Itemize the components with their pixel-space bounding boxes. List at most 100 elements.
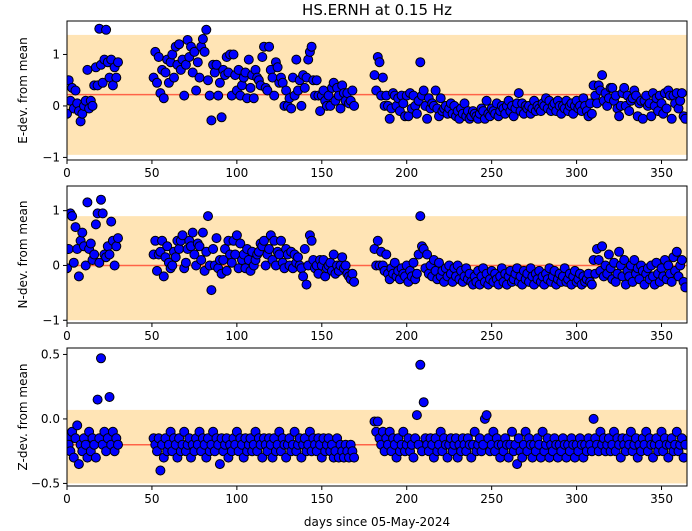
n-data-point bbox=[306, 235, 317, 246]
z-data-point bbox=[678, 452, 687, 463]
z-data-point bbox=[68, 452, 79, 463]
n-data-point bbox=[94, 257, 105, 268]
n-data-point bbox=[68, 257, 79, 268]
n-data-point bbox=[196, 255, 207, 265]
e-data-point bbox=[216, 112, 227, 123]
n-data-point bbox=[260, 260, 271, 271]
n-data-point bbox=[434, 257, 444, 268]
z-data-point bbox=[507, 426, 517, 437]
n-data-point bbox=[106, 216, 117, 227]
e-x-tick-label: 150 bbox=[310, 166, 333, 180]
z-data-point bbox=[481, 410, 492, 421]
z-data-point bbox=[296, 452, 307, 463]
e-data-point bbox=[262, 85, 273, 96]
n-data-point bbox=[77, 227, 88, 238]
n-data-point bbox=[85, 238, 96, 249]
n-data-point bbox=[671, 246, 682, 257]
z-data-point bbox=[72, 420, 83, 431]
n-data-point bbox=[349, 276, 360, 287]
n-data-point bbox=[97, 208, 108, 219]
z-y-tick-label: 0.5 bbox=[41, 347, 60, 361]
e-data-point bbox=[269, 90, 280, 101]
e-data-point bbox=[179, 90, 190, 101]
n-x-tick-label: 0 bbox=[63, 329, 71, 343]
z-data-point bbox=[512, 459, 523, 470]
e-data-point bbox=[315, 106, 326, 117]
e-data-point bbox=[481, 95, 492, 106]
e-x-tick-label: 250 bbox=[480, 166, 503, 180]
e-data-point bbox=[158, 93, 169, 104]
n-data-point bbox=[158, 271, 169, 282]
z-data-point bbox=[537, 426, 548, 437]
n-data-point bbox=[328, 249, 339, 260]
n-x-tick-label: 50 bbox=[144, 329, 159, 343]
e-data-point bbox=[430, 85, 441, 96]
e-x-tick-label: 200 bbox=[395, 166, 418, 180]
e-data-point bbox=[160, 67, 171, 78]
n-data-point bbox=[221, 265, 232, 276]
z-data-point bbox=[289, 426, 300, 437]
z-data-point bbox=[625, 426, 636, 437]
e-data-point bbox=[70, 85, 81, 96]
n-data-point bbox=[276, 235, 286, 246]
z-data-point bbox=[663, 452, 674, 463]
n-data-point bbox=[226, 257, 237, 268]
e-data-point bbox=[191, 85, 202, 96]
z-data-point bbox=[418, 397, 429, 408]
e-data-point bbox=[299, 82, 310, 93]
e-data-point bbox=[101, 24, 112, 35]
n-data-point bbox=[189, 249, 200, 260]
n-data-point bbox=[619, 255, 630, 265]
n-data-point bbox=[174, 244, 185, 254]
e-data-point bbox=[435, 93, 446, 104]
e-points bbox=[67, 23, 687, 127]
z-data-point bbox=[442, 452, 453, 463]
z-x-tick-label: 150 bbox=[310, 492, 333, 506]
n-data-point bbox=[415, 211, 426, 222]
e-data-point bbox=[201, 24, 212, 35]
n-data-point bbox=[597, 241, 608, 252]
e-x-tick-label: 300 bbox=[565, 166, 588, 180]
z-data-point bbox=[349, 452, 360, 463]
z-data-point bbox=[408, 452, 419, 463]
z-data-point bbox=[73, 459, 84, 470]
z-x-tick-label: 100 bbox=[225, 492, 248, 506]
e-data-point bbox=[243, 54, 254, 65]
e-data-point bbox=[624, 106, 635, 117]
e-data-point bbox=[666, 113, 677, 124]
n-data-point bbox=[231, 230, 242, 241]
e-data-point bbox=[311, 75, 322, 86]
z-data-point bbox=[517, 452, 528, 463]
n-data-point bbox=[197, 227, 208, 238]
e-data-point bbox=[113, 57, 123, 68]
n-data-point bbox=[301, 279, 312, 290]
n-data-point bbox=[109, 260, 120, 271]
n-data-point bbox=[67, 244, 74, 254]
z-data-point bbox=[257, 452, 268, 463]
n-data-point bbox=[676, 255, 687, 265]
e-data-point bbox=[204, 90, 215, 101]
n-data-point bbox=[211, 233, 222, 244]
e-data-point bbox=[513, 88, 524, 99]
z-x-tick-label: 50 bbox=[144, 492, 159, 506]
e-y-tick-label: 0 bbox=[52, 99, 60, 113]
n-data-point bbox=[206, 285, 217, 296]
z-data-point bbox=[503, 452, 514, 463]
z-points bbox=[67, 353, 687, 476]
z-data-point bbox=[466, 452, 477, 463]
n-data-point bbox=[422, 249, 433, 260]
n-x-tick-label: 300 bbox=[565, 329, 588, 343]
n-data-point bbox=[235, 238, 246, 249]
e-data-point bbox=[296, 100, 307, 111]
e-data-point bbox=[214, 77, 225, 88]
e-data-point bbox=[637, 113, 648, 124]
n-data-point bbox=[603, 249, 614, 260]
n-data-point bbox=[264, 244, 275, 254]
n-axes-frame bbox=[66, 185, 688, 324]
n-data-point bbox=[177, 230, 188, 241]
e-data-point bbox=[374, 57, 385, 68]
